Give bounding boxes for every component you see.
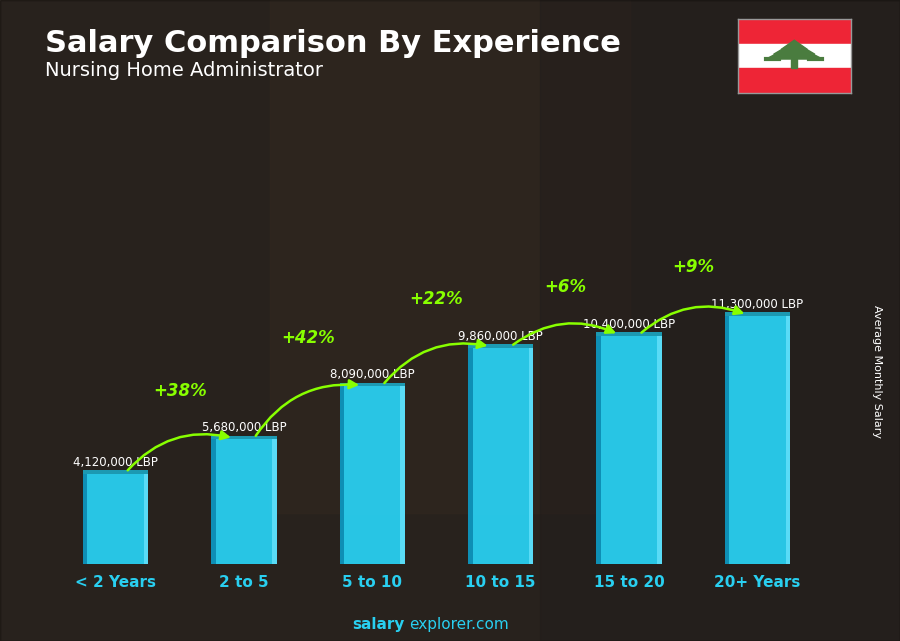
Bar (540, 0, 900, 641)
Bar (657, 336, 662, 564)
Text: +9%: +9% (672, 258, 715, 276)
Bar (529, 347, 534, 564)
Bar (83, 474, 87, 564)
Text: +22%: +22% (410, 290, 464, 308)
Bar (144, 474, 148, 564)
Bar (738, 19, 850, 44)
Polygon shape (766, 44, 823, 59)
Bar (597, 336, 662, 564)
Text: +42%: +42% (282, 329, 335, 347)
Bar (212, 436, 276, 439)
Polygon shape (781, 40, 807, 49)
Bar (724, 316, 790, 564)
Text: 4,120,000 LBP: 4,120,000 LBP (73, 456, 158, 469)
Bar (738, 68, 850, 93)
Bar (339, 387, 344, 564)
Bar (339, 387, 405, 564)
Text: Average Monthly Salary: Average Monthly Salary (872, 305, 883, 438)
Bar (724, 316, 729, 564)
Bar (212, 439, 216, 564)
Bar (468, 347, 534, 564)
Bar (272, 439, 276, 564)
Text: +6%: +6% (544, 278, 586, 296)
Text: +38%: +38% (153, 381, 207, 399)
Text: salary: salary (353, 617, 405, 633)
Bar (339, 383, 405, 387)
Bar (786, 316, 790, 564)
Bar (597, 336, 601, 564)
Bar (468, 347, 472, 564)
Text: Salary Comparison By Experience: Salary Comparison By Experience (45, 29, 621, 58)
Bar (400, 387, 405, 564)
Text: 9,860,000 LBP: 9,860,000 LBP (458, 329, 543, 342)
Text: 10,400,000 LBP: 10,400,000 LBP (583, 318, 675, 331)
Bar (270, 0, 630, 513)
Bar (597, 332, 662, 336)
Text: 11,300,000 LBP: 11,300,000 LBP (711, 298, 804, 311)
Bar (468, 344, 534, 347)
Bar (83, 470, 148, 474)
Bar (212, 439, 276, 564)
Text: Nursing Home Administrator: Nursing Home Administrator (45, 61, 323, 80)
Bar (724, 312, 790, 316)
Text: explorer.com: explorer.com (410, 617, 509, 633)
Text: 5,680,000 LBP: 5,680,000 LBP (202, 421, 286, 435)
Bar (738, 44, 850, 68)
Text: 8,090,000 LBP: 8,090,000 LBP (330, 369, 415, 381)
Polygon shape (774, 42, 814, 54)
Bar (83, 474, 148, 564)
Bar (791, 59, 797, 68)
